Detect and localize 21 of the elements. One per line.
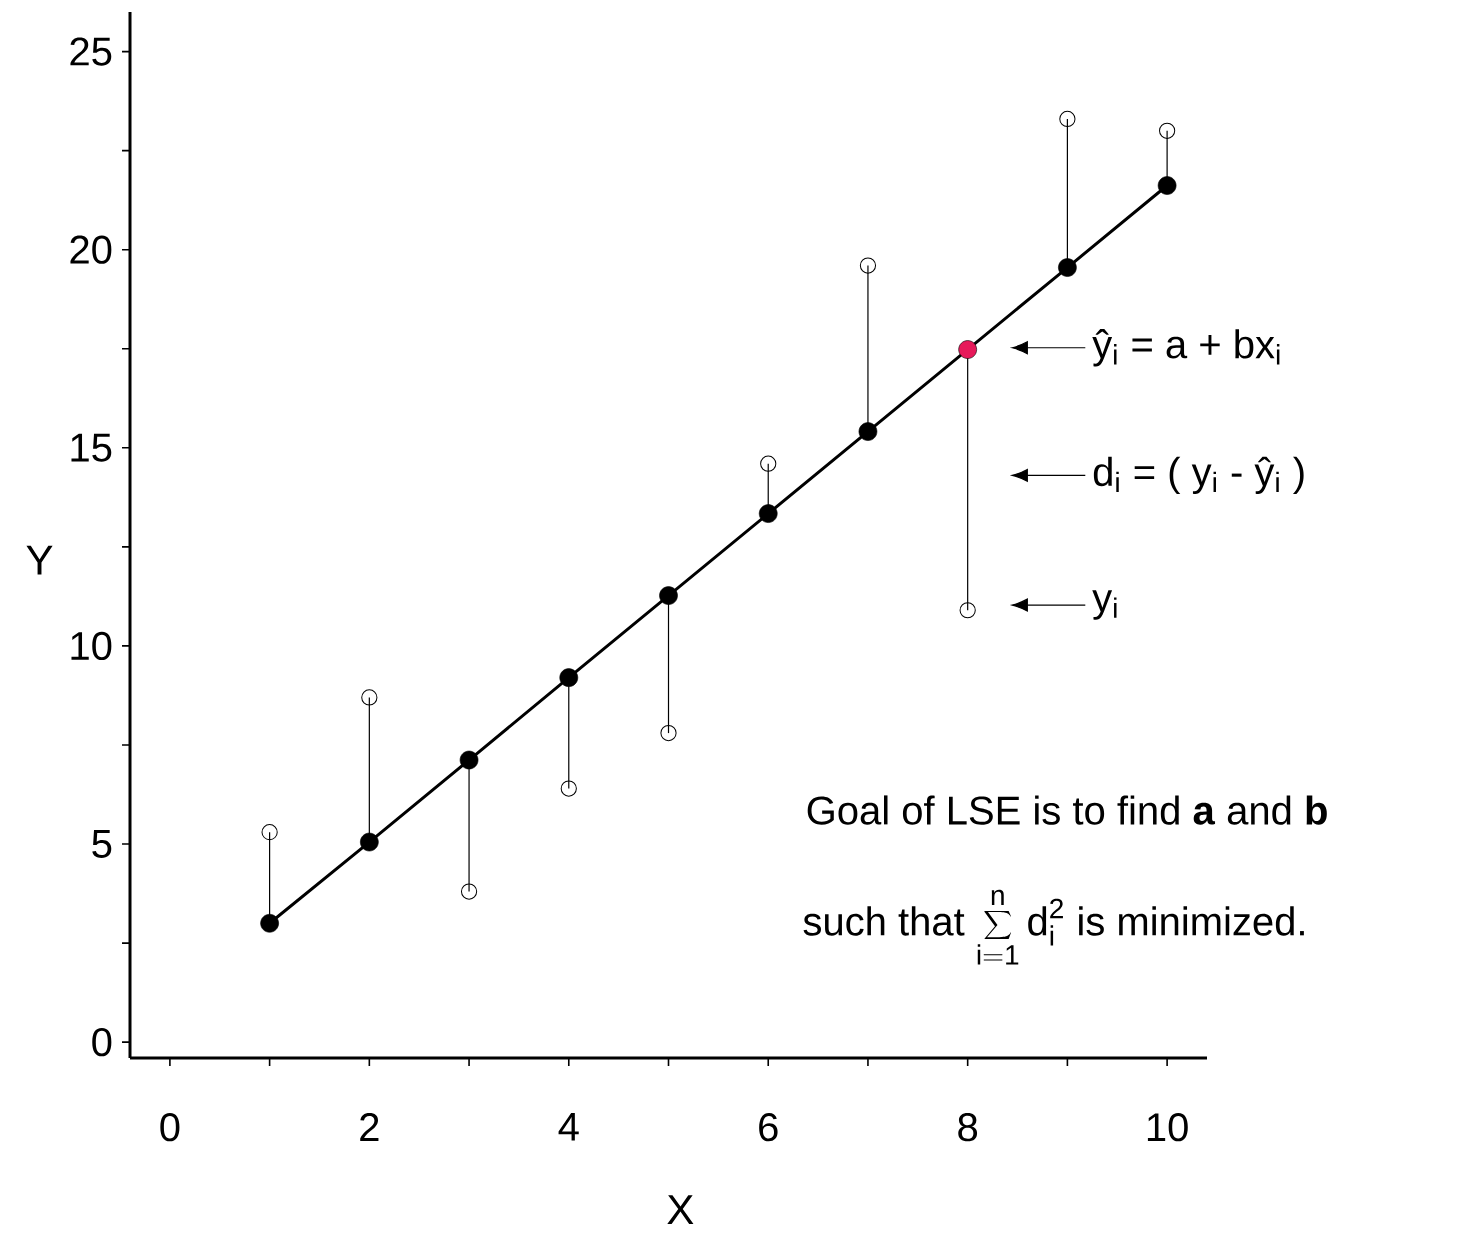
y-axis-title: Y (26, 545, 53, 575)
y-tick-label: 0 (92, 1027, 112, 1057)
annotation: Goal of LSE is to find a and b (807, 795, 1327, 825)
y-tick-label: 20 (70, 235, 112, 264)
x-tick-label: 0 (160, 1113, 180, 1142)
annotation: $\sum_{i=1}^{n} d_i^2$ (977, 889, 1063, 965)
x-tick-label: 2 (360, 1113, 379, 1141)
x-tick-label: 6 (759, 1113, 778, 1142)
x-tick-label: 8 (958, 1113, 978, 1142)
y-tick-label: 25 (70, 37, 112, 66)
annotation: d$_{i}$ = ( y$_{i}$ - ŷ$_{i}$ ) (1093, 456, 1304, 495)
y-tick-label: 5 (92, 830, 112, 858)
x-tick-label: 10 (1147, 1113, 1188, 1142)
x-tick-label: 4 (558, 1113, 579, 1141)
annotation: ŷ$_{i}$ = a + bx$_{i}$ (1092, 329, 1280, 367)
x-axis-title: X (667, 1195, 694, 1225)
annotation: y$_{i}$ (1092, 590, 1117, 620)
y-tick-label: 10 (71, 631, 112, 661)
annotation: is minimized. (1079, 906, 1304, 936)
y-tick-label: 15 (71, 433, 112, 462)
annotation: such that (803, 906, 965, 936)
